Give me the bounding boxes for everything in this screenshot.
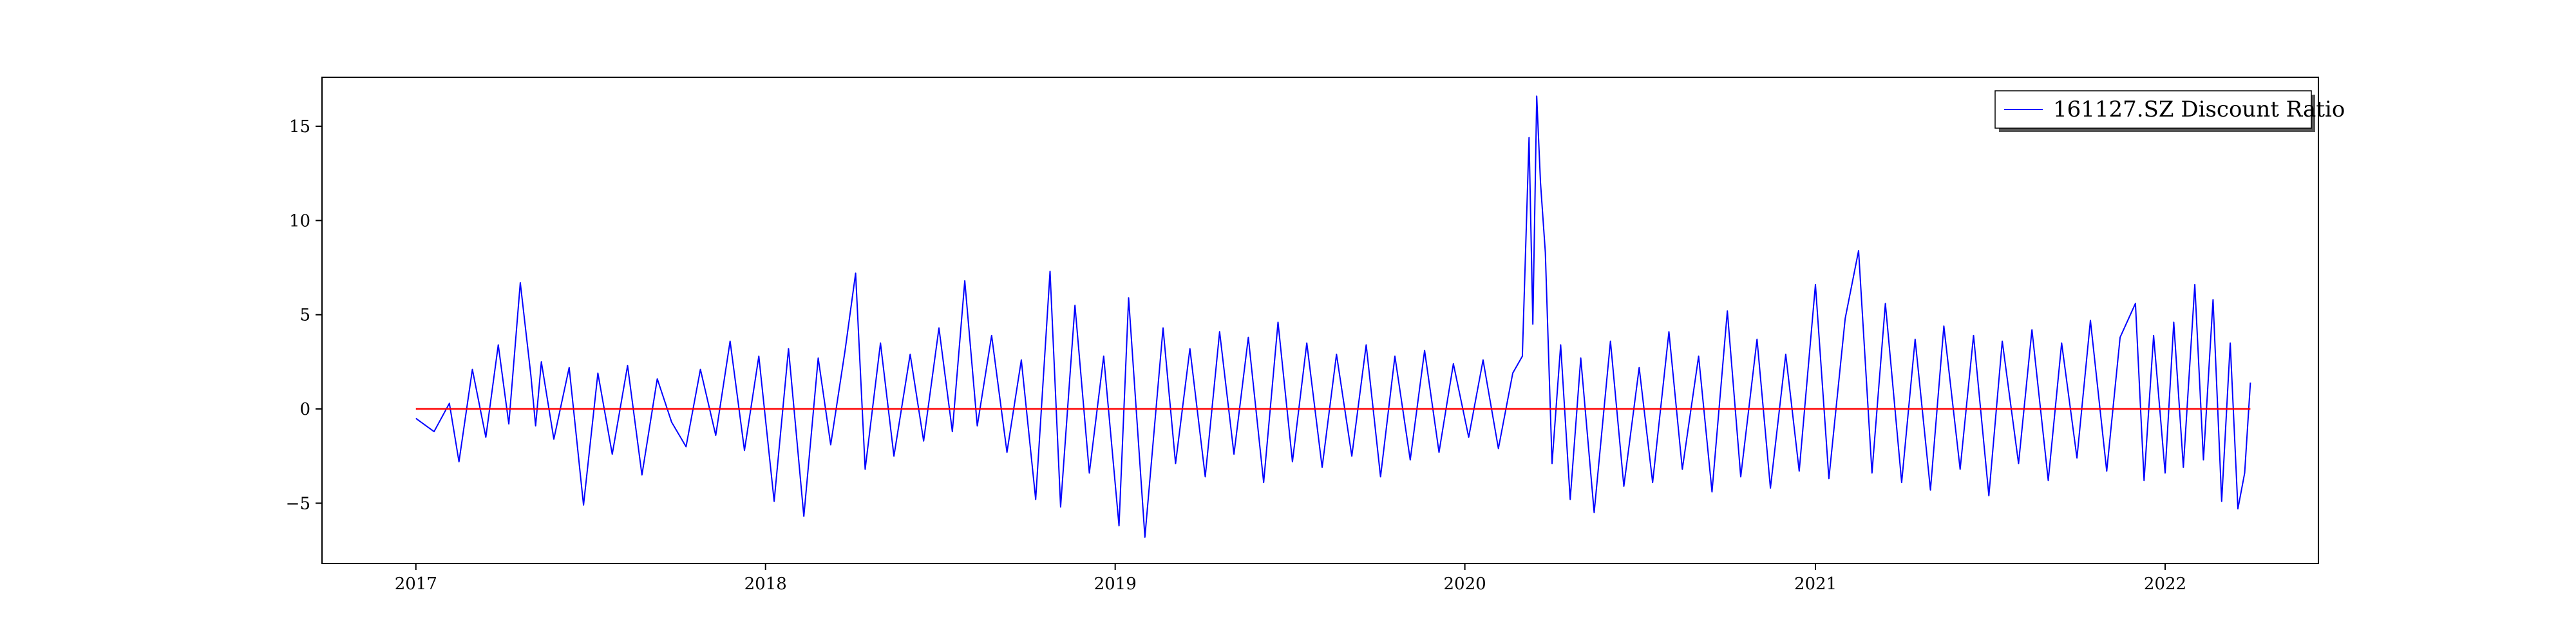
x-tick-label: 2018	[744, 574, 787, 594]
x-tick-label: 2017	[395, 574, 437, 594]
x-tick-label: 2021	[1794, 574, 1837, 594]
y-tick-label: 0	[299, 400, 310, 419]
legend: 161127.SZ Discount Ratio	[1994, 90, 2345, 132]
series-line-0	[415, 95, 2251, 538]
x-tick-label: 2019	[1094, 574, 1137, 594]
x-tick-label: 2022	[2144, 574, 2186, 594]
y-tick-label: 5	[299, 306, 310, 325]
chart-marks	[415, 95, 2251, 538]
plot-frame	[321, 77, 2319, 564]
chart-axes: 2017 2018 2019 2020 2021 2022 −5 0 5 10 15	[286, 77, 2319, 594]
legend-box	[1994, 90, 2312, 129]
legend-label: 161127.SZ Discount Ratio	[2053, 97, 2345, 122]
x-tick-label: 2020	[1444, 574, 1486, 594]
y-tick-label: 15	[289, 117, 310, 137]
y-tick-label: 10	[289, 211, 310, 231]
y-tick-label: −5	[286, 494, 310, 513]
